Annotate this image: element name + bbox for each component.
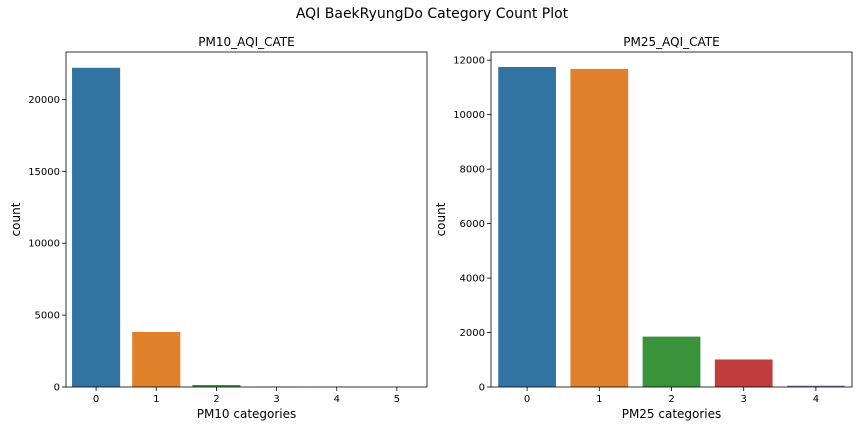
pm25-ytick-label-12000: 12000: [453, 56, 485, 67]
pm10-ytick-label-15000: 15000: [28, 167, 60, 178]
pm10-subplot-title: PM10_AQI_CATE: [198, 35, 294, 49]
pm25-ytick-label-6000: 6000: [460, 219, 485, 230]
pm10-bar-2: [192, 384, 241, 387]
pm10-xtick-label-1: 1: [153, 394, 159, 405]
figure-title: AQI BaekRyungDo Category Count Plot: [295, 6, 569, 22]
pm10-xtick-label-5: 5: [394, 394, 400, 405]
pm10-bar-0: [72, 67, 121, 387]
pm25-xtick-label-4: 4: [813, 394, 819, 405]
pm10-bar-1: [132, 331, 181, 387]
pm25-ytick-label-8000: 8000: [460, 165, 485, 176]
pm10-xtick-label-3: 3: [273, 394, 279, 405]
pm25-xtick-label-1: 1: [596, 394, 602, 405]
pm10-chart: PM10_AQI_CATE 0 5000 10000 15000 20000 0 1 2 3 4 5 P…: [9, 35, 428, 421]
pm25-bar-3: [714, 359, 773, 387]
pm10-y-axis-label: count: [9, 202, 23, 236]
pm10-xtick-label-0: 0: [93, 394, 99, 405]
pm10-ytick-label-0: 0: [54, 383, 60, 394]
pm10-x-axis-label: PM10 categories: [197, 407, 297, 421]
pm25-xtick-label-0: 0: [524, 394, 530, 405]
pm10-xtick-label-2: 2: [213, 394, 219, 405]
pm10-ytick-label-20000: 20000: [28, 95, 60, 106]
pm25-ytick-label-0: 0: [479, 383, 485, 394]
pm25-bar-4: [787, 385, 845, 387]
pm25-bar-1: [570, 68, 629, 388]
pm25-x-axis-label: PM25 categories: [622, 407, 722, 421]
pm25-ytick-label-4000: 4000: [460, 274, 485, 285]
pm25-y-axis-label: count: [434, 202, 448, 236]
pm10-ytick-label-10000: 10000: [28, 239, 60, 250]
pm25-bar-0: [498, 66, 556, 387]
pm25-xtick-label-2: 2: [668, 394, 674, 405]
pm25-subplot-title: PM25_AQI_CATE: [623, 35, 719, 49]
pm25-ytick-label-2000: 2000: [460, 328, 485, 339]
pm10-xtick-label-4: 4: [334, 394, 340, 405]
pm10-plot-frame: [65, 51, 428, 388]
pm25-bar-2: [642, 336, 701, 387]
pm10-ytick-label-5000: 5000: [35, 311, 60, 322]
pm25-xtick-label-3: 3: [741, 394, 747, 405]
pm25-chart: PM25_AQI_CATE 0 2000 4000 6000 8000 10000 12000…: [434, 35, 853, 421]
pm25-ytick-label-10000: 10000: [453, 110, 485, 121]
